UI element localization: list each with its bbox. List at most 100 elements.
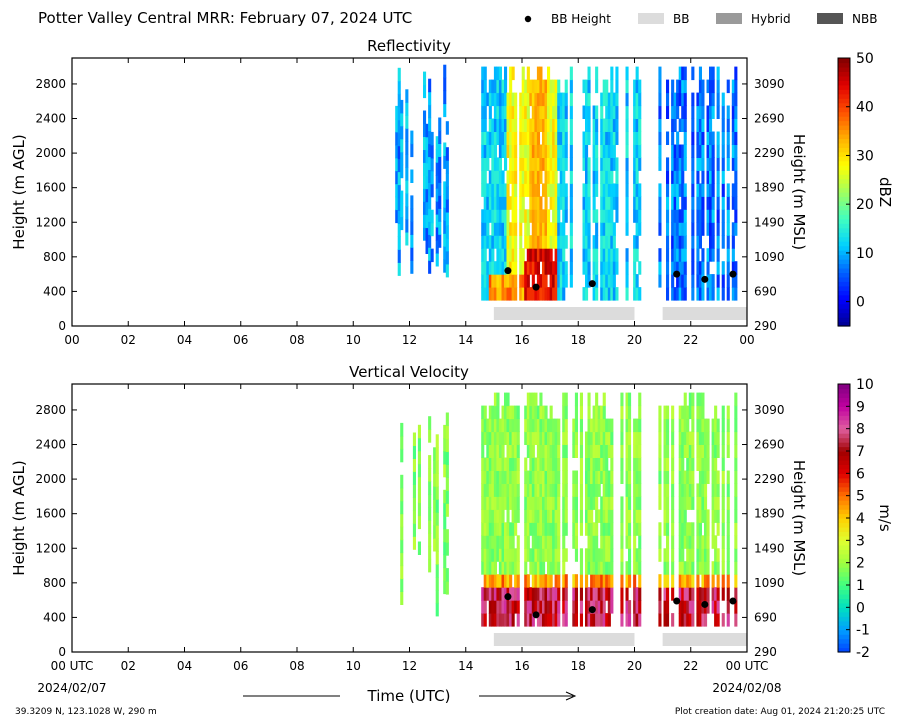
heatmap-cell [428, 468, 432, 482]
colorbar-segment [838, 401, 850, 407]
heatmap-cell [635, 157, 639, 171]
heatmap-cell [514, 509, 518, 523]
heatmap-cell [595, 496, 599, 510]
heatmap-cell [526, 483, 530, 497]
heatmap-cell [498, 66, 502, 81]
heatmap-cell [595, 522, 599, 536]
heatmap-cell [412, 445, 416, 459]
heatmap-cell [615, 170, 619, 184]
heatmap-cell [443, 194, 447, 208]
heatmap-cell [430, 157, 434, 172]
heatmap-cell [625, 587, 629, 601]
heatmap-cell [701, 418, 705, 433]
heatmap-cell [607, 118, 611, 132]
heatmap-cell [600, 535, 604, 549]
heatmap-cell [671, 144, 675, 158]
heatmap-cell [562, 574, 566, 588]
heatmap-cell [574, 522, 578, 536]
heatmap-cell [514, 170, 518, 184]
heatmap-cell [663, 548, 667, 562]
heatmap-cell [587, 248, 591, 262]
heatmap-cell [536, 587, 540, 601]
heatmap-cell [620, 509, 624, 523]
heatmap-cell [552, 457, 556, 471]
colorbar-segment [838, 433, 850, 439]
heatmap-cell [554, 561, 558, 575]
heatmap-cell [539, 470, 543, 484]
heatmap-cell [491, 131, 495, 145]
heatmap-cell [509, 261, 513, 275]
heatmap-cell [531, 235, 535, 249]
figure-title: Potter Valley Central MRR: February 07, … [38, 9, 412, 27]
heatmap-cell [521, 131, 525, 145]
heatmap-cell [445, 121, 449, 135]
heatmap-cell [610, 457, 614, 471]
reflectivity-ylabel: Height (m AGL) [10, 134, 28, 249]
x-tick-label: 20 [627, 659, 642, 673]
heatmap-cell [579, 522, 583, 536]
heatmap-cell [430, 183, 434, 198]
heatmap-cell [714, 483, 718, 497]
heatmap-cell [564, 105, 568, 119]
heatmap-cell [514, 196, 518, 210]
y-tick-label: 2800 [35, 77, 66, 91]
heatmap-cell [688, 548, 692, 562]
heatmap-cell [688, 470, 692, 484]
heatmap-cell [587, 522, 591, 536]
heatmap-cell [547, 261, 551, 275]
heatmap-cell [615, 157, 619, 171]
heatmap-cell [696, 587, 700, 601]
heatmap-cell [678, 535, 682, 549]
heatmap-cell [696, 561, 700, 575]
heatmap-cell [516, 561, 520, 575]
heatmap-cell [562, 418, 566, 433]
heatmap-cell [501, 509, 505, 523]
heatmap-cell [514, 496, 518, 510]
heatmap-cell [509, 522, 513, 536]
colorbar-tick-label: -2 [856, 645, 870, 661]
heatmap-cell [731, 183, 735, 197]
reflectivity-colorbar-label: dBZ [876, 177, 894, 207]
heatmap-cell [673, 118, 677, 132]
heatmap-cell [633, 470, 637, 484]
heatmap-cell [671, 274, 675, 288]
bb-height-point [673, 597, 681, 605]
heatmap-cell [635, 418, 639, 433]
heatmap-cell [635, 470, 639, 484]
heatmap-cell [405, 154, 409, 168]
heatmap-cell [531, 600, 535, 614]
heatmap-cell [506, 405, 510, 420]
heatmap-cell [734, 105, 738, 119]
heatmap-cell [562, 483, 566, 497]
heatmap-cell [706, 535, 710, 549]
heatmap-cell [514, 144, 518, 158]
heatmap-cell [536, 431, 540, 445]
heatmap-cell [678, 587, 682, 601]
heatmap-cell [425, 227, 429, 242]
heatmap-cell [488, 431, 492, 445]
heatmap-cell [400, 112, 404, 127]
heatmap-cell [678, 444, 682, 458]
heatmap-cell [549, 522, 553, 536]
heatmap-cell [445, 477, 449, 491]
heatmap-cell [625, 196, 629, 210]
heatmap-cell [552, 483, 556, 497]
heatmap-cell [557, 509, 561, 523]
heatmap-cell [516, 483, 520, 497]
heatmap-cell [549, 157, 553, 171]
heatmap-cell [524, 587, 528, 601]
heatmap-cell [605, 548, 609, 562]
colorbar-tick-label: 5 [856, 489, 865, 505]
heatmap-cell [721, 535, 725, 549]
heatmap-cell [714, 444, 718, 458]
heatmap-cell [585, 92, 589, 107]
heatmap-cell [514, 118, 518, 132]
colorbar-segment [838, 451, 850, 457]
colorbar-segment [838, 643, 850, 649]
heatmap-cell [511, 509, 515, 523]
heatmap-cell [534, 222, 538, 236]
heatmap-cell [688, 561, 692, 575]
heatmap-cell [521, 183, 525, 197]
heatmap-cell [516, 431, 520, 445]
heatmap-cell [691, 196, 695, 210]
